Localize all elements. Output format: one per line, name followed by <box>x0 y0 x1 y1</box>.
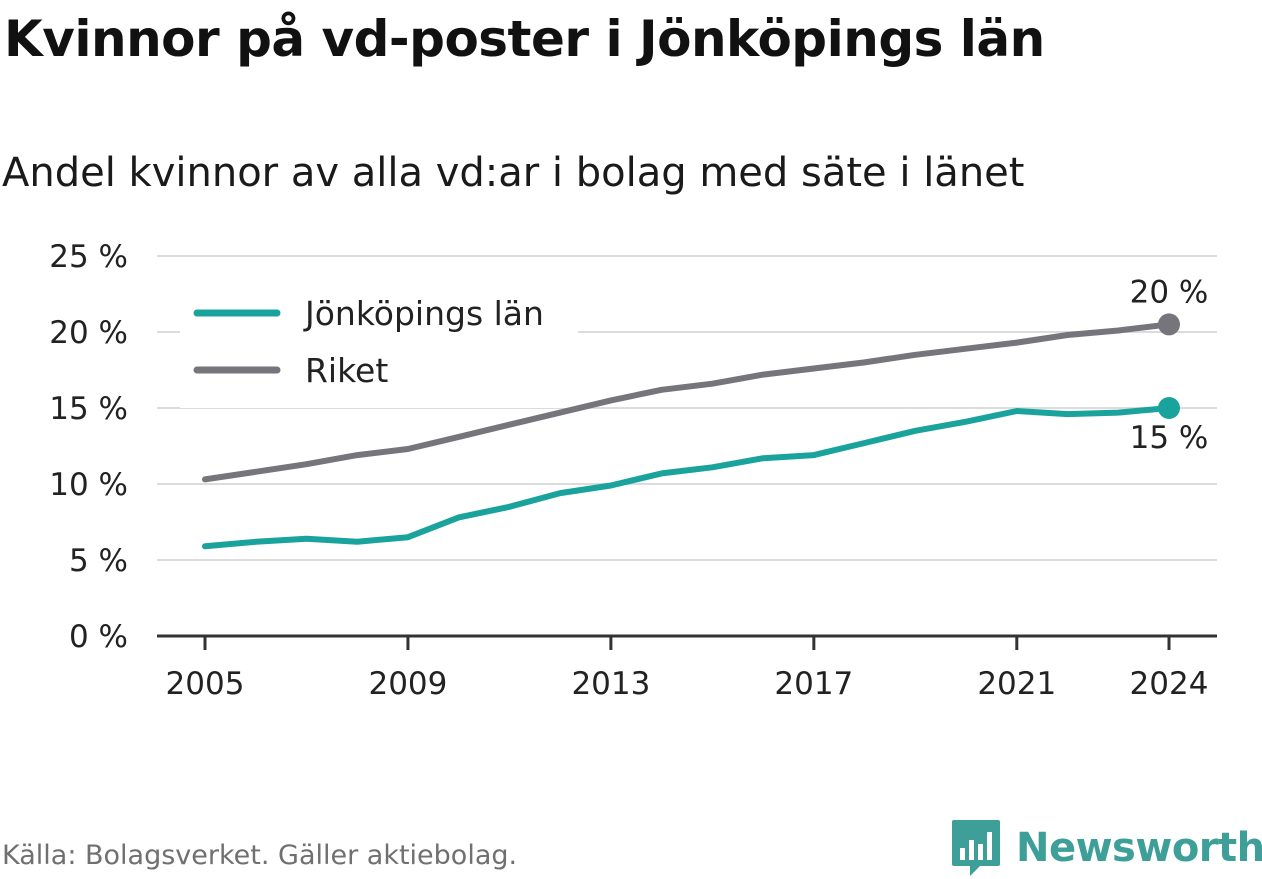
legend-background <box>180 288 578 408</box>
newsworthy-logo-icon <box>952 820 1000 876</box>
source-note: Källa: Bolagsverket. Gäller aktiebolag. <box>2 840 518 871</box>
legend-label: Riket <box>305 351 388 390</box>
legend-label: Jönköpings län <box>303 294 544 333</box>
end-value-label: 15 % <box>1130 420 1209 456</box>
y-tick-label: 20 % <box>49 315 128 351</box>
end-point-marker <box>1158 397 1180 419</box>
y-tick-label: 15 % <box>49 391 128 427</box>
chart-title: Kvinnor på vd-poster i Jönköpings län <box>4 10 1045 68</box>
y-tick-label: 0 % <box>69 619 128 655</box>
chart-subtitle: Andel kvinnor av alla vd:ar i bolag med … <box>2 150 1025 196</box>
y-tick-label: 10 % <box>49 467 128 503</box>
end-value-label: 20 % <box>1130 274 1209 310</box>
line-chart: 0 % 5 % 10 % 15 % 20 % 25 % 2005 2009 2013 2017 20… <box>49 239 1217 702</box>
x-tick-label: 2013 <box>571 666 650 702</box>
x-tick-label: 2021 <box>977 666 1056 702</box>
end-point-marker <box>1158 313 1180 336</box>
y-tick-label: 5 % <box>69 543 128 579</box>
x-tick-label: 2005 <box>166 666 245 702</box>
brand-logo: Newsworthy <box>950 818 1262 878</box>
x-tick-label: 2017 <box>774 666 853 702</box>
x-tick-label: 2024 <box>1130 666 1209 702</box>
y-tick-label: 25 % <box>49 239 128 275</box>
series-line-jonkopings-lan <box>202 405 1172 550</box>
x-tick-label: 2009 <box>368 666 447 702</box>
brand-name: Newsworthy <box>1016 825 1262 871</box>
series-line-riket <box>202 321 1172 483</box>
